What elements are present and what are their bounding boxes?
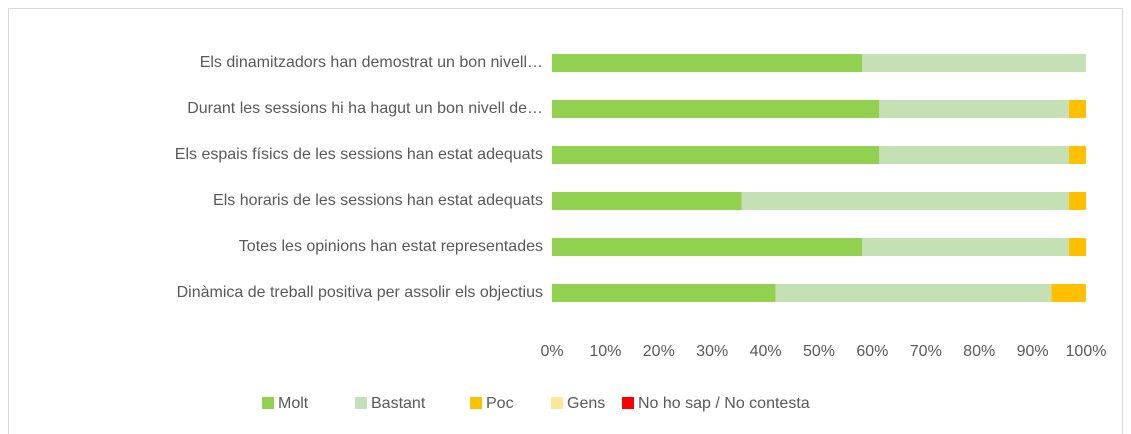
y-tick-label: Totes les opinions han estat representad…	[239, 238, 543, 255]
legend-swatch	[622, 397, 634, 409]
bar-segment	[879, 100, 1069, 118]
x-tick-label: 80%	[963, 343, 995, 360]
bar-segment	[552, 146, 880, 164]
x-tick-label: 20%	[643, 343, 675, 360]
bar-segment	[862, 54, 1086, 72]
legend-label: Molt	[278, 395, 309, 412]
y-tick-label: Els dinamitzadors han demostrat un bon n…	[200, 54, 543, 71]
bar-segment	[1068, 238, 1086, 256]
bar-segment	[741, 192, 1069, 210]
x-tick-label: 90%	[1017, 343, 1049, 360]
bar-segment	[552, 192, 742, 210]
legend-swatch	[470, 397, 482, 409]
legend-label: Poc	[486, 395, 514, 412]
x-tick-label: 100%	[1066, 343, 1107, 360]
bar-segment	[775, 284, 1052, 302]
legend-label: Gens	[567, 395, 605, 412]
x-tick-label: 60%	[856, 343, 888, 360]
bar-segment	[1068, 192, 1086, 210]
bar-segment	[552, 54, 863, 72]
bar-segment	[862, 238, 1069, 256]
legend-swatch	[551, 397, 563, 409]
bar-segment	[1068, 100, 1086, 118]
y-tick-label: Els horaris de les sessions han estat ad…	[213, 192, 543, 209]
x-tick-label: 30%	[696, 343, 728, 360]
x-tick-label: 10%	[589, 343, 621, 360]
bar-segment	[552, 100, 880, 118]
x-tick-label: 70%	[910, 343, 942, 360]
legend-label: No ho sap / No contesta	[638, 395, 810, 412]
bar-segment	[552, 238, 863, 256]
x-tick-label: 40%	[750, 343, 782, 360]
x-tick-label: 0%	[540, 343, 563, 360]
y-tick-label: Dinàmica de treball positiva per assolir…	[177, 284, 543, 301]
x-tick-label: 50%	[803, 343, 835, 360]
legend-label: Bastant	[371, 395, 426, 412]
bar-segment	[879, 146, 1069, 164]
legend-swatch	[262, 397, 274, 409]
legend-swatch	[355, 397, 367, 409]
bar-segment	[1051, 284, 1086, 302]
bar-segment	[1068, 146, 1086, 164]
bar-segment	[552, 284, 776, 302]
chart-border	[8, 8, 1123, 434]
y-tick-label: Els espais físics de les sessions han es…	[175, 146, 543, 163]
y-tick-label: Durant les sessions hi ha hagut un bon n…	[187, 100, 543, 117]
